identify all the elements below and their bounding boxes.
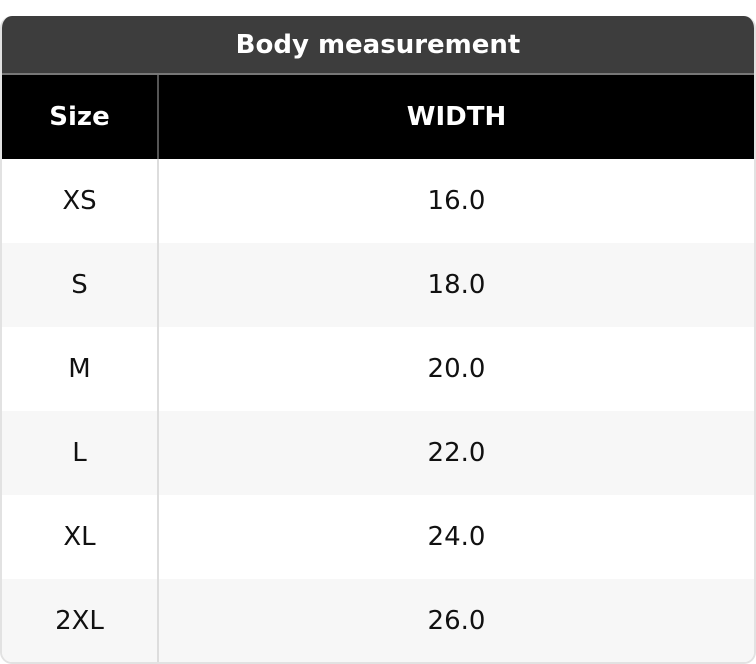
size-cell: S — [2, 243, 159, 327]
size-cell: XS — [2, 159, 159, 243]
width-cell: 18.0 — [158, 243, 754, 327]
size-cell: 2XL — [2, 579, 159, 662]
table-row: XL 24.0 — [2, 495, 754, 579]
measurement-table: Size WIDTH XS 16.0 S 18.0 M 20.0 L 22.0 XL 24… — [2, 75, 754, 662]
size-cell: L — [2, 411, 159, 495]
width-cell: 26.0 — [158, 579, 754, 662]
header-row: Size WIDTH — [2, 75, 754, 159]
table-title: Body measurement — [2, 16, 754, 75]
width-cell: 24.0 — [427, 522, 486, 552]
size-cell: XL — [2, 495, 159, 579]
size-chart: Body measurement Size WIDTH XS 16.0 S 18.0… — [0, 16, 756, 664]
table-row: XS 16.0 — [2, 159, 754, 243]
header-size: Size — [2, 75, 159, 159]
table-row: L 22.0 — [2, 411, 754, 495]
table-row: M 20.0 — [2, 327, 754, 411]
width-cell: 22.0 — [158, 411, 754, 495]
width-cell: 16.0 — [427, 186, 486, 216]
table-row: S 18.0 — [2, 243, 754, 327]
width-cell: 20.0 — [427, 354, 486, 384]
header-width: WIDTH — [158, 75, 754, 159]
size-cell: M — [2, 327, 159, 411]
table-row: 2XL 26.0 — [2, 579, 754, 662]
